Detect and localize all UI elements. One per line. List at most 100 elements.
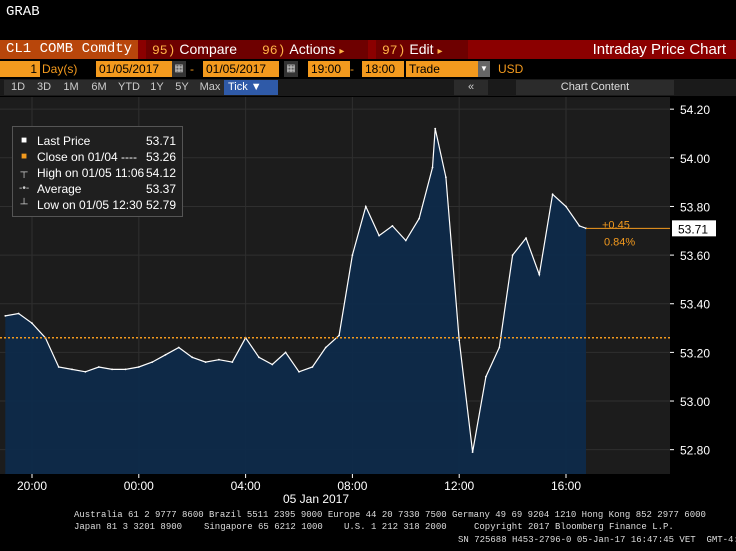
y-tick-label: 53.80 bbox=[680, 200, 710, 214]
legend-value: 53.71 bbox=[145, 134, 176, 148]
price-point bbox=[177, 346, 180, 349]
edit-button[interactable]: 97) Edit ▸ bbox=[376, 40, 468, 59]
price-point bbox=[298, 370, 300, 373]
actions-button[interactable]: 96) Actions ▸ bbox=[256, 40, 368, 59]
last-price-tag bbox=[672, 220, 716, 237]
y-tick-label: 53.40 bbox=[680, 298, 710, 312]
price-line bbox=[5, 128, 587, 453]
range-button-1y[interactable]: 1Y bbox=[144, 80, 170, 95]
legend-value: 53.37 bbox=[145, 182, 176, 196]
price-point bbox=[418, 217, 420, 220]
end-date-input[interactable]: 01/05/2017 bbox=[203, 61, 279, 77]
footer-singapore: Singapore 65 6212 1000 bbox=[204, 522, 323, 532]
price-area bbox=[5, 128, 587, 474]
legend-row-high-marker[interactable]: ┬ High on 01/05 11:06 54.12 bbox=[13, 165, 182, 181]
price-point bbox=[324, 346, 327, 349]
price-point bbox=[71, 368, 73, 371]
average-marker-icon: -•- bbox=[19, 183, 30, 194]
price-point bbox=[525, 237, 527, 240]
price-point bbox=[391, 225, 394, 227]
actions-label: Actions bbox=[289, 41, 336, 57]
legend-label: High on 01/05 11:06 bbox=[37, 166, 145, 180]
start-calendar-icon[interactable]: ▦ bbox=[172, 61, 186, 77]
currency-label[interactable]: USD bbox=[498, 62, 524, 76]
price-point bbox=[124, 368, 127, 371]
range-button-3d[interactable]: 3D bbox=[30, 80, 58, 95]
change-percent: 0.84% bbox=[604, 236, 635, 248]
range-button-max[interactable]: Max bbox=[194, 80, 226, 95]
chart-content-label: Chart Content bbox=[560, 81, 630, 93]
legend-row-white-square[interactable]: ■ Last Price 53.71 bbox=[13, 133, 182, 149]
price-point bbox=[434, 127, 437, 130]
edit-caret-icon: ▸ bbox=[437, 46, 443, 57]
low-marker-icon: ┴ bbox=[20, 199, 28, 210]
x-tick-label: 00:00 bbox=[124, 479, 154, 493]
start-date-input[interactable]: 01/05/2017 bbox=[96, 61, 172, 77]
legend-row-average-marker[interactable]: -•- Average 53.37 bbox=[13, 181, 182, 197]
x-tick-label: 08:00 bbox=[337, 479, 367, 493]
price-point bbox=[31, 322, 33, 325]
price-point bbox=[404, 239, 407, 242]
price-point bbox=[338, 334, 340, 337]
price-point bbox=[137, 366, 140, 368]
compare-label: Compare bbox=[179, 41, 237, 57]
range-button-1m[interactable]: 1M bbox=[56, 80, 86, 95]
price-point bbox=[445, 176, 447, 179]
chart-title: Intraday Price Chart bbox=[592, 41, 726, 58]
range-button-ytd[interactable]: YTD bbox=[112, 80, 146, 95]
price-point bbox=[485, 375, 487, 378]
chart-legend[interactable]: ■ Last Price 53.71 ■ Close on 01/04 ---- 53.2… bbox=[12, 126, 183, 217]
chart-content-button[interactable]: Chart Content bbox=[516, 80, 674, 95]
footer-copyright: Copyright 2017 Bloomberg Finance L.P. bbox=[474, 522, 674, 532]
x-tick-label: 20:00 bbox=[17, 479, 47, 493]
data-type-select[interactable]: Trade bbox=[406, 61, 482, 77]
legend-row-orange-square[interactable]: ■ Close on 01/04 ---- 53.26 bbox=[13, 149, 182, 165]
price-point bbox=[364, 205, 367, 208]
price-point bbox=[498, 346, 501, 349]
tick-button[interactable]: Tick ▼ bbox=[224, 80, 278, 95]
edit-label: Edit bbox=[409, 41, 434, 57]
time-separator: - bbox=[350, 62, 354, 76]
compare-number: 95) bbox=[152, 43, 176, 58]
legend-row-low-marker[interactable]: ┴ Low on 01/05 12:30 52.79 bbox=[13, 197, 182, 213]
range-button-5y[interactable]: 5Y bbox=[168, 80, 196, 95]
legend-label: Close on 01/04 ---- bbox=[37, 150, 138, 164]
legend-label: Low on 01/05 12:30 bbox=[37, 198, 143, 212]
legend-label: Average bbox=[37, 182, 82, 196]
legend-label: Last Price bbox=[37, 134, 91, 148]
period-unit-label[interactable]: Day(s) bbox=[42, 62, 78, 76]
footer-japan: Japan 81 3 3201 8900 bbox=[74, 522, 183, 532]
price-point bbox=[4, 315, 7, 317]
period-count-input[interactable]: 1 bbox=[0, 61, 40, 77]
price-point bbox=[271, 363, 274, 366]
price-point bbox=[258, 356, 260, 359]
price-point bbox=[511, 254, 514, 256]
price-point bbox=[17, 312, 20, 315]
price-point bbox=[351, 254, 354, 256]
footer-session-info: SN 725688 H453-2796-0 05-Jan-17 16:47:45… bbox=[458, 535, 736, 545]
edit-number: 97) bbox=[382, 43, 406, 58]
y-tick-label: 53.00 bbox=[680, 395, 710, 409]
ticker-field[interactable]: CL1 COMB Comdty bbox=[0, 40, 139, 59]
range-button-6m[interactable]: 6M bbox=[84, 80, 114, 95]
footer: Australia 61 2 9777 8600 Brazil 5511 239… bbox=[0, 505, 736, 551]
x-tick-label: 16:00 bbox=[551, 479, 581, 493]
price-point bbox=[191, 356, 194, 359]
price-point bbox=[311, 366, 314, 368]
range-button-1d[interactable]: 1D bbox=[4, 80, 32, 95]
legend-value: 54.12 bbox=[145, 166, 176, 180]
collapse-icon[interactable]: « bbox=[454, 80, 488, 95]
compare-button[interactable]: 95) Compare bbox=[146, 40, 258, 59]
data-type-dropdown-icon[interactable]: ▼ bbox=[478, 61, 490, 77]
date-label: 05 Jan 2017 bbox=[283, 492, 349, 505]
end-time-input[interactable]: 18:00 bbox=[362, 61, 404, 77]
start-time-input[interactable]: 19:00 bbox=[308, 61, 350, 77]
actions-number: 96) bbox=[262, 43, 286, 58]
white-square-icon: ■ bbox=[20, 135, 28, 146]
price-point bbox=[578, 225, 581, 227]
end-calendar-icon[interactable]: ▦ bbox=[284, 61, 298, 77]
x-tick-label: 12:00 bbox=[444, 479, 474, 493]
price-point bbox=[97, 366, 100, 368]
orange-square-icon: ■ bbox=[20, 151, 28, 162]
footer-us: U.S. 1 212 318 2000 bbox=[344, 522, 447, 532]
